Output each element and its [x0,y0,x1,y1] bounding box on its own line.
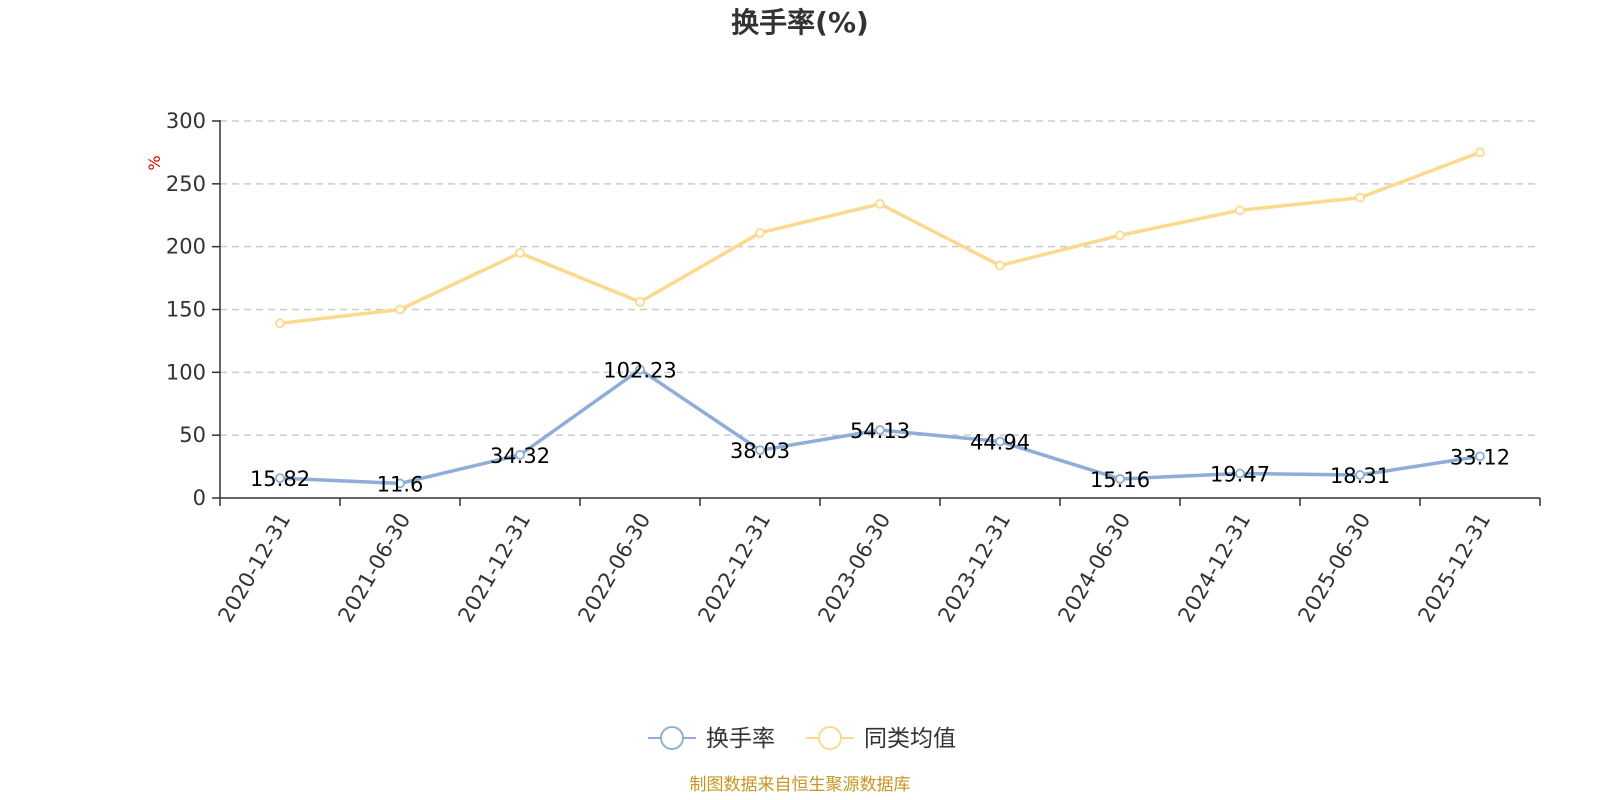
source-note: 制图数据来自恒生聚源数据库 [690,775,911,795]
data-point [1235,468,1245,479]
data-point [635,364,645,375]
data-point [1355,470,1365,480]
data-point [875,199,885,209]
x-tick-label: 2025-12-31 [1413,509,1495,627]
x-tick-label: 2025-06-30 [1293,509,1375,627]
y-tick-label: 0 [193,486,206,510]
data-label: 15.82 [250,467,310,491]
legend-label: 同类均值 [864,726,956,752]
data-label: 18.31 [1330,464,1390,488]
x-tick-label: 2021-12-31 [453,509,535,627]
y-tick-label: 50 [179,423,206,447]
data-point [395,478,405,489]
series-group [275,147,1485,489]
y-axis-unit-label: % [145,155,164,170]
data-label: 15.16 [1090,468,1150,492]
legend-item[interactable]: 换手率 [648,726,775,752]
legend-marker [660,726,684,750]
y-tick-label: 100 [166,360,206,384]
data-point [1475,451,1485,462]
data-point [1115,474,1125,484]
data-point [635,297,645,307]
legend-marker [818,726,842,750]
data-label: 54.13 [850,419,910,443]
x-tick-label: 2022-06-30 [573,509,655,627]
data-point [395,304,405,315]
data-point [995,260,1005,271]
data-point [1115,230,1125,241]
y-tick-label: 200 [166,235,206,259]
data-label: 33.12 [1450,445,1510,469]
legend-item[interactable]: 同类均值 [806,726,956,752]
data-label: 11.6 [377,472,424,496]
x-tick-label: 2021-06-30 [333,509,415,627]
x-axis-ticks: 2020-12-31 2021-06-30 2021-12-31 2022-06-30… [213,498,1541,627]
data-point [275,473,285,484]
y-tick-label: 250 [166,172,206,196]
data-point [1235,205,1245,216]
x-tick-label: 2024-12-31 [1173,509,1255,627]
data-point [1475,147,1485,158]
x-tick-label: 2020-12-31 [213,509,295,627]
data-point [995,436,1005,447]
data-point [755,227,765,238]
x-tick-label: 2022-12-31 [693,509,775,627]
data-labels: 15.82 11.6 34.32 102.23 38.03 54.13 44.94 15.16… [250,359,1510,497]
data-point [755,445,765,456]
y-tick-label: 300 [166,109,206,133]
y-axis-ticks: 0 50 100 150 200 250 300 [166,109,220,510]
data-label: 38.03 [730,439,790,463]
data-label: 19.47 [1210,463,1270,487]
y-tick-label: 150 [166,298,206,322]
legend[interactable]: 换手率 同类均值 [648,726,956,752]
x-tick-label: 2023-12-31 [933,509,1015,627]
chart-title: 换手率(%) [731,6,869,39]
data-point [1355,192,1365,203]
data-point [275,318,285,329]
gridlines [220,120,1540,436]
series-line [278,150,1482,326]
data-label: 44.94 [970,431,1030,455]
data-point [515,248,525,258]
legend-label: 换手率 [706,726,775,752]
data-point [515,449,525,460]
x-tick-label: 2023-06-30 [813,509,895,627]
data-point [875,425,885,435]
data-label: 34.32 [490,444,550,468]
x-tick-label: 2024-06-30 [1053,509,1135,627]
data-label: 102.23 [603,359,676,383]
